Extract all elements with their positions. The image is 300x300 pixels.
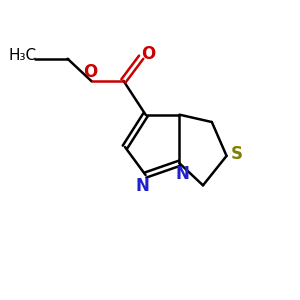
Text: S: S <box>231 146 243 164</box>
Text: N: N <box>176 165 189 183</box>
Text: N: N <box>136 177 150 195</box>
Text: O: O <box>83 63 98 81</box>
Text: H₃C: H₃C <box>9 48 37 63</box>
Text: O: O <box>141 45 156 63</box>
